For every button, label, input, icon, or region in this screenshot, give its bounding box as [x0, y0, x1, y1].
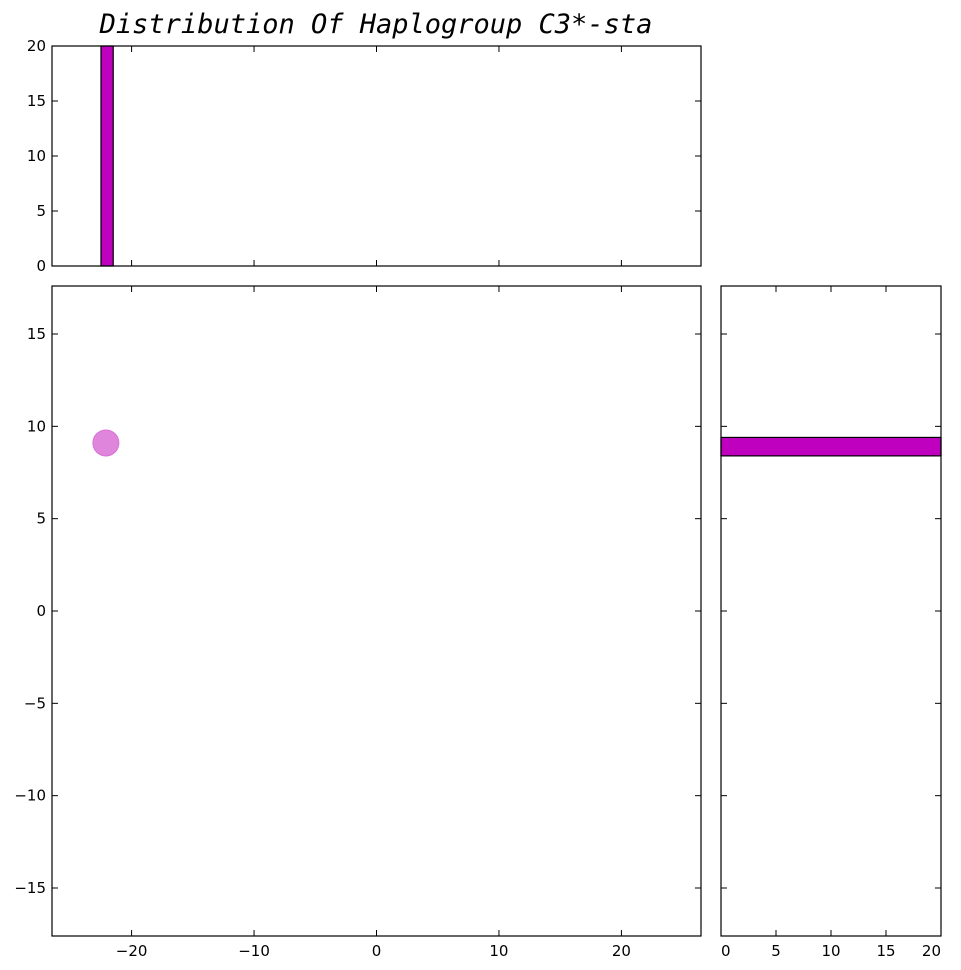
right-histogram-x-tick-label: 15: [876, 942, 895, 960]
scatter-axes: −20 −10 0 10 20 −15 −10 −5 0 5 10 15: [14, 285, 702, 960]
scatter-point: [92, 429, 120, 457]
scatter-frame: [52, 286, 701, 936]
right-histogram-frame: [721, 286, 941, 936]
top-histogram-bar: [100, 45, 114, 267]
scatter-y-tick-label: 5: [36, 510, 46, 528]
top-histogram-y-tick-label: 5: [36, 202, 46, 220]
scatter-x-tick-label: −10: [238, 942, 270, 960]
right-histogram-x-tick-label: 0: [721, 942, 731, 960]
scatter-y-tick-label: 0: [36, 602, 46, 620]
right-histogram-x-tick-label: 5: [771, 942, 781, 960]
right-histogram-x-tick-label: 20: [922, 942, 941, 960]
top-histogram-y-tick-label: 15: [27, 92, 46, 110]
top-histogram-axes: 0 5 10 15 20: [27, 37, 702, 275]
scatter-x-tick-label: −20: [116, 942, 148, 960]
scatter-y-tick-label: −10: [14, 787, 46, 805]
top-histogram-y-tick-label: 0: [36, 257, 46, 275]
scatter-y-tick-label: −5: [24, 694, 46, 712]
right-histogram-axes: 0 5 10 15 20: [720, 285, 942, 960]
top-histogram-frame: [52, 46, 701, 266]
scatter-y-tick-label: 10: [27, 417, 46, 435]
right-histogram-x-tick-label: 10: [821, 942, 840, 960]
scatter-x-tick-label: 20: [612, 942, 631, 960]
scatter-x-tick-label: 0: [372, 942, 382, 960]
scatter-x-tick-label: 10: [489, 942, 508, 960]
chart-title: Distribution Of Haplogroup C3*-sta: [99, 9, 653, 40]
top-histogram-y-tick-label: 10: [27, 147, 46, 165]
top-histogram-y-tick-label: 20: [27, 37, 46, 55]
right-histogram-bar: [720, 436, 942, 457]
scatter-y-tick-label: 15: [27, 325, 46, 343]
scatter-y-tick-label: −15: [14, 879, 46, 897]
